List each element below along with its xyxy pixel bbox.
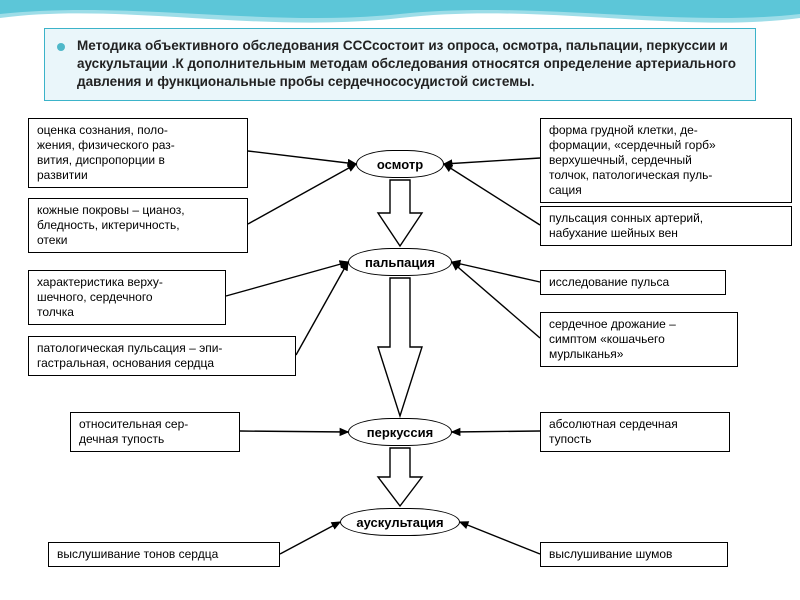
flowchart: осмотр пальпация перкуссия аускультация оцен… <box>0 118 800 600</box>
side-node-r2: пульсация сонных артерий, набухание шейн… <box>540 206 792 246</box>
side-node-r1: форма грудной клетки, де- формации, «сер… <box>540 118 792 203</box>
center-node-c3: перкуссия <box>348 418 452 446</box>
side-node-l4: патологическая пульсация – эпи- гастраль… <box>28 336 296 376</box>
side-node-l1: оценка сознания, поло- жения, физическог… <box>28 118 248 188</box>
side-node-l5: относительная сер- дечная тупость <box>70 412 240 452</box>
side-node-l2: кожные покровы – цианоз, бледность, икте… <box>28 198 248 253</box>
side-node-r5: абсолютная сердечная тупость <box>540 412 730 452</box>
bullet-icon <box>57 43 65 51</box>
side-node-l6: выслушивание тонов сердца <box>48 542 280 567</box>
side-node-r6: выслушивание шумов <box>540 542 728 567</box>
center-node-c1: осмотр <box>356 150 444 178</box>
side-node-r4: сердечное дрожание – симптом «кошачьего … <box>540 312 738 367</box>
center-node-c4: аускультация <box>340 508 460 536</box>
center-node-c2: пальпация <box>348 248 452 276</box>
header-text: Методика объективного обследования СССсо… <box>77 37 743 92</box>
header-panel: Методика объективного обследования СССсо… <box>44 28 756 101</box>
side-node-l3: характеристика верху- шечного, сердечног… <box>28 270 226 325</box>
side-node-r3: исследование пульса <box>540 270 726 295</box>
